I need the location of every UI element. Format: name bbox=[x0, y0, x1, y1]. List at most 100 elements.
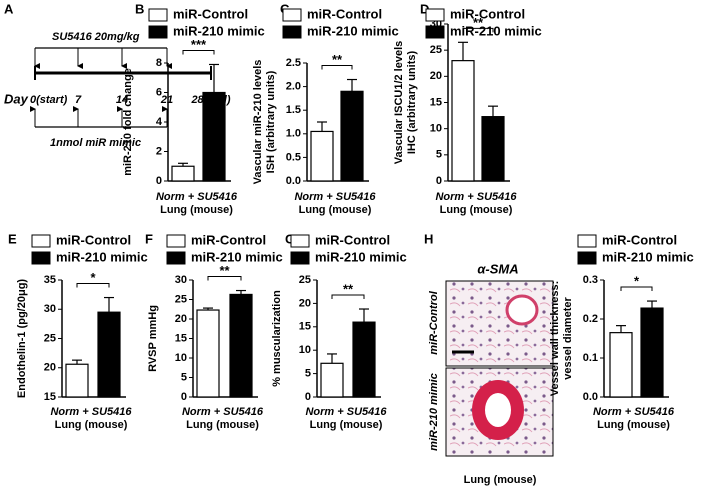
significance-label: * bbox=[90, 270, 96, 285]
significance-label: ** bbox=[219, 263, 230, 278]
legend-swatch bbox=[148, 8, 168, 22]
bar bbox=[171, 165, 195, 182]
panel-label: H bbox=[424, 231, 433, 246]
bar bbox=[451, 60, 475, 182]
bar bbox=[202, 91, 226, 182]
x-axis-label: Norm + SU5416 bbox=[50, 406, 132, 418]
legend-swatch bbox=[148, 25, 168, 39]
legend-swatch bbox=[577, 234, 597, 248]
y-tick-label: 25 bbox=[299, 274, 311, 286]
significance-label: *** bbox=[191, 37, 207, 52]
panel-label: B bbox=[135, 1, 144, 16]
y-tick-label: 2 bbox=[156, 145, 162, 157]
y-tick-label: 0 bbox=[436, 175, 442, 187]
significance-label: ** bbox=[332, 52, 343, 67]
panel-label: G bbox=[285, 231, 295, 246]
day: 14 bbox=[116, 94, 128, 106]
y-axis-label: IHC (arbitrary units) bbox=[406, 51, 418, 155]
y-tick-label: 8 bbox=[156, 57, 162, 69]
panel-label: D bbox=[420, 1, 429, 16]
vessel bbox=[505, 294, 539, 326]
x-axis-sublabel: Lung (mouse) bbox=[55, 419, 128, 431]
legend-label: miR-Control bbox=[315, 232, 390, 247]
y-tick-label: 4 bbox=[156, 116, 163, 128]
significance-label: ** bbox=[473, 15, 484, 30]
x-label: Lung (mouse) bbox=[464, 474, 537, 486]
legend-label: miR-210 mimic bbox=[173, 23, 265, 38]
y-tick-label: 2.0 bbox=[286, 81, 301, 93]
significance-bracket bbox=[207, 276, 242, 281]
legend-label: miR-210 mimic bbox=[191, 249, 283, 264]
y-axis-label: Vascular ISCU1/2 levels bbox=[393, 41, 405, 165]
significance-label: * bbox=[634, 273, 640, 288]
legend-swatch bbox=[31, 251, 51, 265]
significance-bracket bbox=[462, 27, 494, 33]
y-tick-label: 5 bbox=[305, 368, 311, 380]
bar bbox=[609, 332, 633, 398]
bar bbox=[196, 309, 220, 398]
legend-label: miR-210 mimic bbox=[56, 249, 148, 264]
mimic-label: 1nmol miR mimic bbox=[50, 137, 141, 149]
y-tick-label: 15 bbox=[175, 332, 187, 344]
y-tick-label: 0.3 bbox=[583, 274, 598, 286]
x-axis-sublabel: Lung (mouse) bbox=[299, 204, 372, 216]
dose-label: SU5416 20mg/kg bbox=[52, 31, 140, 43]
bar bbox=[65, 363, 89, 398]
legend-swatch bbox=[425, 8, 445, 22]
significance-bracket bbox=[321, 65, 353, 70]
y-tick-label: 1.0 bbox=[286, 128, 301, 140]
y-tick-label: 10 bbox=[299, 344, 311, 356]
y-tick-label: 15 bbox=[299, 321, 311, 333]
y-tick-label: 0.0 bbox=[583, 391, 598, 403]
legend-label: miR-210 mimic bbox=[602, 249, 694, 264]
y-tick-label: 25 bbox=[175, 293, 187, 305]
y-tick-label: 0.0 bbox=[286, 175, 301, 187]
y-tick-label: 20 bbox=[44, 362, 56, 374]
y-axis-label: % muscularization bbox=[271, 290, 283, 387]
row-label: miR-Control bbox=[428, 290, 440, 354]
y-tick-label: 1.5 bbox=[286, 104, 301, 116]
significance-bracket bbox=[182, 49, 215, 55]
y-axis-label: Vessel wall thickness: bbox=[549, 281, 561, 397]
legend-swatch bbox=[282, 25, 302, 39]
bar bbox=[481, 116, 505, 182]
legend-swatch bbox=[290, 234, 310, 248]
row-label: miR-210 mimic bbox=[428, 373, 440, 451]
legend-label: miR-Control bbox=[307, 6, 382, 21]
y-tick-label: 5 bbox=[436, 149, 442, 161]
y-tick-label: 20 bbox=[430, 70, 442, 82]
x-axis-sublabel: Lung (mouse) bbox=[597, 419, 670, 431]
y-tick-label: 25 bbox=[430, 44, 442, 56]
x-axis-sublabel: Lung (mouse) bbox=[160, 204, 233, 216]
day-label: Day bbox=[4, 91, 29, 106]
legend-swatch bbox=[577, 251, 597, 265]
significance-bracket bbox=[620, 286, 653, 292]
legend-label: miR-210 mimic bbox=[450, 23, 542, 38]
y-tick-label: 10 bbox=[430, 123, 442, 135]
day: 7 bbox=[75, 94, 82, 106]
legend-label: miR-Control bbox=[450, 6, 525, 21]
legend-label: miR-Control bbox=[602, 232, 677, 247]
day: 0(start) bbox=[30, 94, 68, 106]
y-tick-label: 20 bbox=[175, 313, 187, 325]
bar bbox=[97, 311, 121, 398]
y-tick-label: 0.5 bbox=[286, 151, 301, 163]
y-axis-label: ISH (arbitrary units) bbox=[265, 70, 277, 173]
x-axis-label: Norm + SU5416 bbox=[593, 406, 675, 418]
legend-swatch bbox=[166, 251, 186, 265]
panel-label: E bbox=[8, 231, 17, 246]
y-axis-label: vessel diameter bbox=[562, 297, 574, 380]
bar bbox=[340, 90, 364, 182]
y-tick-label: 25 bbox=[44, 332, 56, 344]
timeline bbox=[30, 47, 212, 128]
y-axis-label: Endothelin-1 (pg/20μg) bbox=[16, 279, 28, 399]
x-axis-label: Norm + SU5416 bbox=[294, 191, 376, 203]
legend-label: miR-Control bbox=[173, 6, 248, 21]
x-axis-sublabel: Lung (mouse) bbox=[186, 419, 259, 431]
legend-label: miR-210 mimic bbox=[307, 23, 399, 38]
legend-swatch bbox=[31, 234, 51, 248]
legend-swatch bbox=[290, 251, 310, 265]
y-tick-label: 6 bbox=[156, 86, 162, 98]
y-axis-label: RVSP mmHg bbox=[147, 305, 159, 372]
